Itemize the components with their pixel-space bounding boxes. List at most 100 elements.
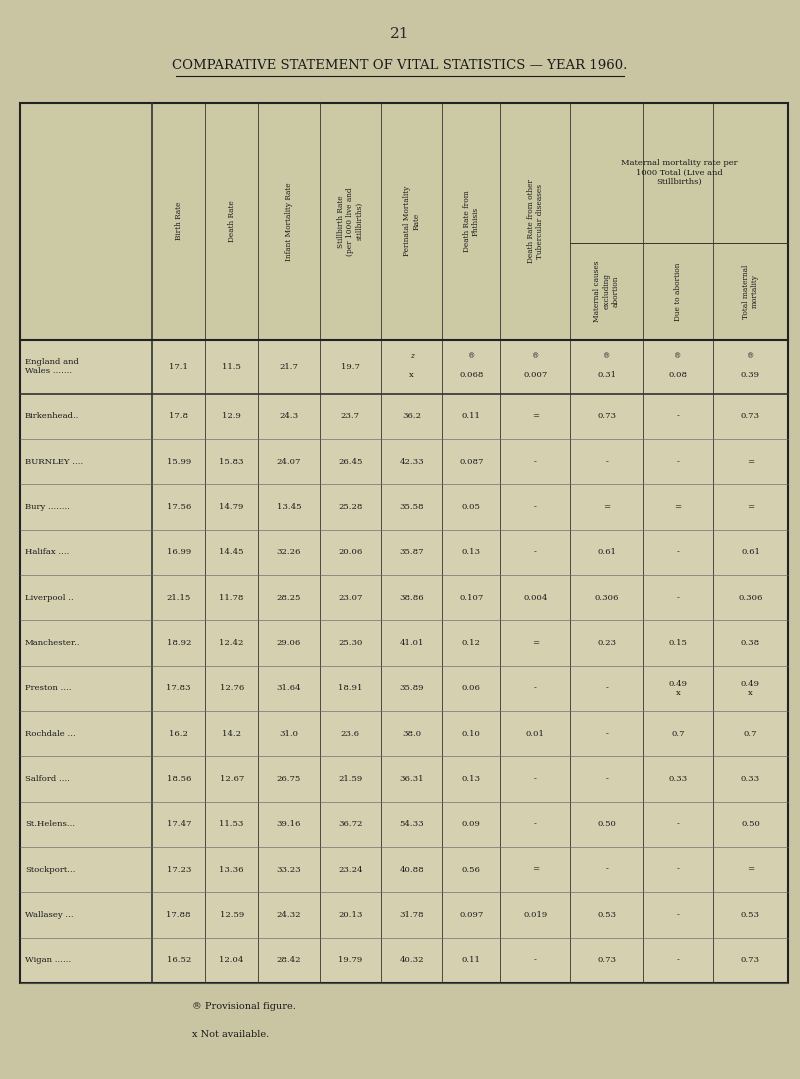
Text: x: x: [410, 371, 414, 380]
Bar: [20, 439, 788, 484]
Text: -: -: [677, 548, 679, 557]
Text: 35.89: 35.89: [399, 684, 424, 693]
Text: -: -: [677, 956, 679, 965]
Bar: [20, 484, 788, 530]
Text: 23.24: 23.24: [338, 865, 362, 874]
Text: 39.16: 39.16: [277, 820, 301, 829]
Bar: [20, 340, 788, 394]
Text: 24.32: 24.32: [277, 911, 301, 919]
Text: 20.13: 20.13: [338, 911, 362, 919]
Text: 16.52: 16.52: [166, 956, 191, 965]
Text: -: -: [606, 775, 608, 783]
Text: England and
Wales .......: England and Wales .......: [25, 358, 78, 375]
Text: St.Helens...: St.Helens...: [25, 820, 75, 829]
Text: 23.6: 23.6: [341, 729, 360, 738]
Bar: [20, 666, 788, 711]
Text: Perinatal Mortality
Rate: Perinatal Mortality Rate: [403, 186, 420, 257]
Text: -: -: [677, 457, 679, 466]
Text: Stockport...: Stockport...: [25, 865, 75, 874]
Text: 12.9: 12.9: [222, 412, 241, 421]
Text: Birth Rate: Birth Rate: [174, 202, 182, 241]
Text: 40.32: 40.32: [399, 956, 424, 965]
Text: -: -: [606, 729, 608, 738]
Text: -: -: [534, 548, 537, 557]
Text: =: =: [532, 865, 539, 874]
Text: 0.019: 0.019: [523, 911, 547, 919]
Text: 14.45: 14.45: [219, 548, 244, 557]
Bar: [20, 103, 788, 340]
Text: 12.67: 12.67: [219, 775, 244, 783]
Text: Wallasey ...: Wallasey ...: [25, 911, 74, 919]
Text: 36.2: 36.2: [402, 412, 421, 421]
Text: -: -: [677, 911, 679, 919]
Text: 13.36: 13.36: [219, 865, 244, 874]
Text: 11.53: 11.53: [219, 820, 244, 829]
Bar: [20, 530, 788, 575]
Text: 23.7: 23.7: [341, 412, 360, 421]
Text: z: z: [410, 352, 414, 360]
Text: 16.2: 16.2: [170, 729, 188, 738]
Text: Rochdale ...: Rochdale ...: [25, 729, 75, 738]
Text: 0.56: 0.56: [462, 865, 481, 874]
Text: 18.91: 18.91: [338, 684, 362, 693]
Bar: [20, 711, 788, 756]
Text: Stillbirth Rate
(per 1000 live and
stillbirths): Stillbirth Rate (per 1000 live and still…: [337, 187, 363, 256]
Text: 0.53: 0.53: [741, 911, 760, 919]
Text: 31.78: 31.78: [399, 911, 424, 919]
Text: 17.88: 17.88: [166, 911, 191, 919]
Text: 17.47: 17.47: [166, 820, 191, 829]
Text: Maternal mortality rate per
1000 Total (Live and
Stillbirths): Maternal mortality rate per 1000 Total (…: [621, 160, 738, 186]
Text: -: -: [677, 820, 679, 829]
Text: COMPARATIVE STATEMENT OF VITAL STATISTICS — YEAR 1960.: COMPARATIVE STATEMENT OF VITAL STATISTIC…: [172, 59, 628, 72]
Text: 0.38: 0.38: [741, 639, 760, 647]
Text: Death Rate: Death Rate: [228, 201, 236, 242]
Text: 0.33: 0.33: [668, 775, 687, 783]
Text: 21.7: 21.7: [279, 363, 298, 371]
Text: 0.068: 0.068: [459, 371, 484, 380]
Text: 21.15: 21.15: [166, 593, 191, 602]
Text: 0.23: 0.23: [597, 639, 616, 647]
Text: 25.28: 25.28: [338, 503, 362, 511]
Text: 36.31: 36.31: [399, 775, 424, 783]
Text: ®: ®: [674, 352, 682, 360]
Text: -: -: [677, 865, 679, 874]
Text: 28.42: 28.42: [277, 956, 301, 965]
Text: 0.33: 0.33: [741, 775, 760, 783]
Text: 0.11: 0.11: [462, 412, 481, 421]
Text: 0.05: 0.05: [462, 503, 481, 511]
Text: 0.7: 0.7: [671, 729, 685, 738]
Text: -: -: [534, 503, 537, 511]
Bar: [20, 575, 788, 620]
Text: 0.08: 0.08: [669, 371, 687, 380]
Text: 0.306: 0.306: [594, 593, 619, 602]
Text: 0.097: 0.097: [459, 911, 483, 919]
Text: 0.50: 0.50: [741, 820, 760, 829]
Bar: [20, 394, 788, 439]
Text: =: =: [532, 639, 539, 647]
Text: =: =: [603, 503, 610, 511]
Text: 0.53: 0.53: [597, 911, 616, 919]
Text: 0.11: 0.11: [462, 956, 481, 965]
Text: -: -: [534, 775, 537, 783]
Text: Maternal causes
excluding
abortion: Maternal causes excluding abortion: [594, 261, 620, 322]
Text: 0.73: 0.73: [597, 412, 616, 421]
Text: 40.88: 40.88: [399, 865, 424, 874]
Text: 0.15: 0.15: [669, 639, 687, 647]
Text: 31.64: 31.64: [277, 684, 301, 693]
Text: 0.39: 0.39: [741, 371, 760, 380]
Text: 0.06: 0.06: [462, 684, 481, 693]
Text: 17.56: 17.56: [166, 503, 191, 511]
Text: 16.99: 16.99: [166, 548, 191, 557]
Text: 24.07: 24.07: [277, 457, 301, 466]
Text: 28.25: 28.25: [277, 593, 301, 602]
Text: 0.61: 0.61: [598, 548, 616, 557]
Text: 17.8: 17.8: [170, 412, 188, 421]
Text: =: =: [674, 503, 682, 511]
Text: 18.56: 18.56: [166, 775, 191, 783]
Text: 0.49
x: 0.49 x: [741, 680, 760, 697]
Text: 15.99: 15.99: [166, 457, 191, 466]
Text: 24.3: 24.3: [279, 412, 298, 421]
Text: =: =: [747, 503, 754, 511]
Text: 0.09: 0.09: [462, 820, 481, 829]
Text: 0.12: 0.12: [462, 639, 481, 647]
